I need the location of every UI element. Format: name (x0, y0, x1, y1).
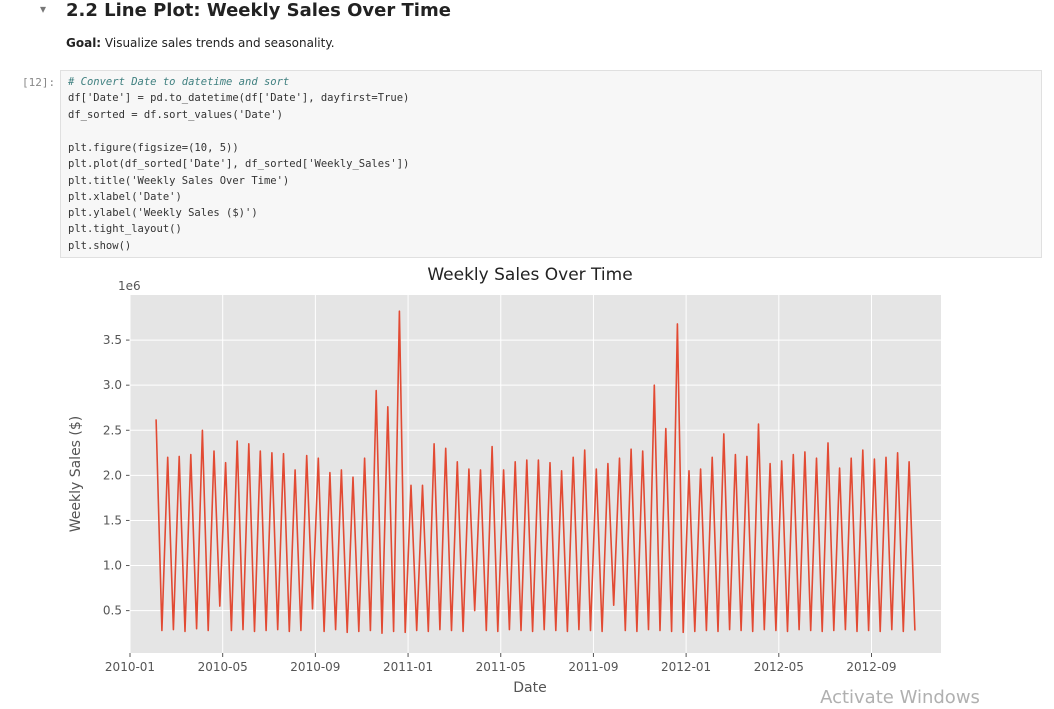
code-line: df['Date'] = pd.to_datetime(df['Date'], … (68, 92, 410, 105)
code-block: # Convert Date to datetime and sort df['D… (62, 74, 409, 123)
x-tick-label: 2012-09 (846, 660, 896, 674)
y-tick-label: 3.0 (103, 378, 122, 392)
chart: Weekly Sales Over Time 1e6 Date Weekly S… (68, 265, 980, 708)
code-line: plt.plot(df_sorted['Date'], df_sorted['W… (68, 158, 410, 171)
x-tick-label: 2010-05 (198, 660, 248, 674)
y-tick-label: 1.0 (103, 559, 122, 573)
y-tick-label: 2.0 (103, 468, 122, 482)
y-tick-label: 2.5 (103, 423, 122, 437)
section-heading: 2.2 Line Plot: Weekly Sales Over Time (66, 0, 451, 21)
code-line: df_sorted = df.sort_values('Date') (68, 108, 283, 121)
sales-line (155, 310, 916, 634)
y-offset-label: 1e6 (118, 279, 141, 293)
x-tick-label: 2011-05 (476, 660, 526, 674)
x-tick-label: 2012-01 (661, 660, 711, 674)
code-block: plt.figure(figsize=(10, 5)) plt.plot(df_s… (62, 140, 409, 254)
watermark: Activate Windows (820, 687, 980, 708)
code-line: plt.ylabel('Weekly Sales ($)') (68, 207, 258, 220)
plot-area (130, 295, 941, 653)
code-line: plt.xlabel('Date') (68, 190, 182, 203)
x-axis-label: Date (513, 680, 546, 696)
code-line: plt.tight_layout() (68, 223, 182, 236)
y-axis-label: Weekly Sales ($) (68, 416, 84, 533)
y-tick-label: 1.5 (103, 513, 122, 527)
x-tick-label: 2010-09 (290, 660, 340, 674)
y-tick-label: 3.5 (103, 333, 122, 347)
code-line: plt.figure(figsize=(10, 5)) (68, 142, 239, 154)
collapse-caret[interactable]: ▾ (40, 2, 47, 16)
x-tick-label: 2010-01 (105, 660, 155, 674)
x-tick-label: 2011-09 (568, 660, 618, 674)
x-tick-label: 2011-01 (383, 660, 433, 674)
code-line: # Convert Date to datetime and sort (68, 76, 290, 88)
goal-text: Goal: Visualize sales trends and seasona… (66, 36, 335, 50)
goal-description: Visualize sales trends and seasonality. (101, 36, 335, 50)
goal-label: Goal: (66, 36, 102, 50)
y-tick-label: 0.5 (103, 604, 122, 618)
x-tick-label: 2012-05 (754, 660, 804, 674)
chart-title: Weekly Sales Over Time (427, 265, 632, 285)
cell-prompt: [12]: (22, 76, 56, 89)
code-line: plt.title('Weekly Sales Over Time') (68, 174, 290, 187)
code-cell[interactable] (60, 70, 1042, 258)
code-line: plt.show() (68, 239, 132, 252)
